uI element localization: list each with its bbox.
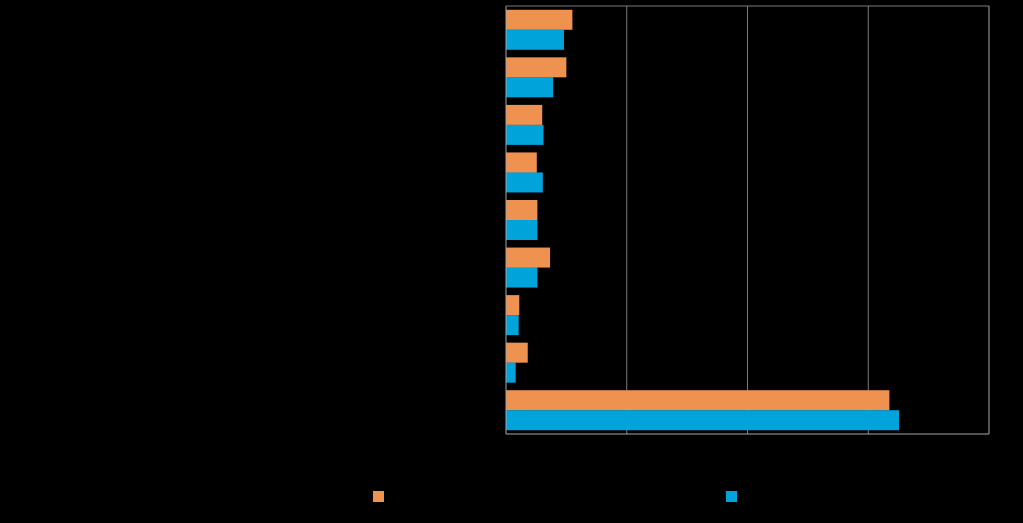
bar-series-1-category-3 [506,104,543,125]
bar-series-2-category-6 [506,267,538,288]
bar-series-2-category-2 [506,77,554,98]
bar-series-1-category-8 [506,342,528,363]
grid-lines [506,5,990,434]
bar-series-2-category-5 [506,220,538,240]
bar-series-2-category-1 [506,29,564,50]
bar-series-2-category-4 [506,172,543,193]
legend-swatch-series-2 [726,491,737,502]
legend-item-series-1 [373,491,392,502]
bar-series-1-category-5 [506,200,538,220]
axes [505,6,990,435]
bar-series-2-category-8 [506,362,516,383]
bar-series-2-category-7 [506,315,519,336]
legend-swatch-series-1 [373,491,384,502]
bar-series-1-category-6 [506,247,551,268]
bar-series-2-category-3 [506,124,544,145]
legend-item-series-2 [726,491,745,502]
bar-series-1-category-7 [506,295,520,316]
bar-series-1-category-4 [506,152,537,173]
bar-series-1-category-9 [506,390,890,411]
bar-series-1-category-2 [506,57,567,78]
bar-series-1-category-1 [506,9,573,30]
bar-series-2-category-9 [506,410,900,431]
bars [506,9,900,431]
